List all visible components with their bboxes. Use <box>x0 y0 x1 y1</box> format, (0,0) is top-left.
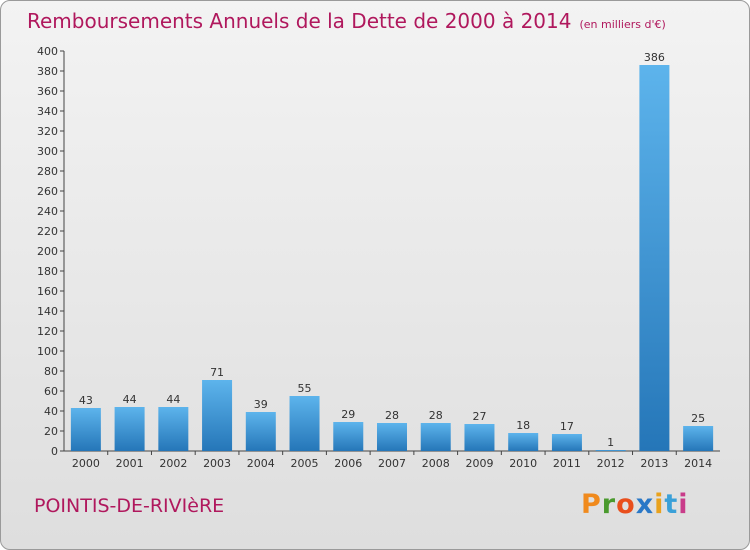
bar-2000 <box>70 408 101 451</box>
proxiti-logo: Proxiti <box>581 489 689 520</box>
chart-title: Remboursements Annuels de la Dette de 20… <box>27 9 666 33</box>
logo-letter: P <box>581 489 602 520</box>
data-label-2007: 28 <box>385 409 399 422</box>
x-tick-label-2000: 2000 <box>72 457 100 470</box>
bar-2007 <box>377 423 407 451</box>
y-tick-label: 280 <box>37 165 58 178</box>
data-label-2002: 44 <box>166 393 180 406</box>
y-tick-label: 260 <box>37 185 58 198</box>
data-label-2011: 17 <box>560 420 574 433</box>
y-tick-label: 140 <box>37 305 58 318</box>
chart-title-text: Remboursements Annuels de la Dette de 20… <box>27 9 572 33</box>
bar-2003 <box>202 380 233 451</box>
x-tick-label-2014: 2014 <box>684 457 712 470</box>
x-tick-label-2002: 2002 <box>159 457 187 470</box>
y-tick-label: 220 <box>37 225 58 238</box>
x-tick-label-2009: 2009 <box>465 457 493 470</box>
bar-2014 <box>683 426 714 451</box>
bar-2006 <box>333 422 364 451</box>
y-tick-label: 360 <box>37 85 58 98</box>
logo-letter: r <box>601 489 617 520</box>
y-tick-label: 340 <box>37 105 58 118</box>
data-label-2004: 39 <box>254 398 268 411</box>
commune-name: POINTIS-DE-RIVIèRE <box>34 495 225 517</box>
x-tick-label-2010: 2010 <box>509 457 537 470</box>
y-tick-label: 320 <box>37 125 58 138</box>
data-label-2010: 18 <box>516 419 530 432</box>
x-tick-label-2007: 2007 <box>378 457 406 470</box>
bar-2011 <box>551 434 582 451</box>
chart-subtitle: (en milliers d'€) <box>579 18 666 31</box>
x-tick-label-2008: 2008 <box>422 457 450 470</box>
bar-2002 <box>158 407 189 451</box>
bar-2005 <box>289 396 320 451</box>
bar-2013 <box>639 65 670 451</box>
y-tick-label: 400 <box>37 45 58 58</box>
y-tick-label: 160 <box>37 285 58 298</box>
data-label-2001: 44 <box>123 393 137 406</box>
bar-2010 <box>508 433 539 451</box>
data-label-2008: 28 <box>429 409 443 422</box>
data-label-2012: 1 <box>607 436 614 449</box>
logo-letter: x <box>635 489 655 520</box>
y-tick-label: 0 <box>51 445 58 458</box>
y-tick-label: 60 <box>44 385 58 398</box>
bar-2001 <box>114 407 145 451</box>
y-tick-label: 100 <box>37 345 58 358</box>
data-label-2009: 27 <box>472 410 486 423</box>
x-tick-label-2004: 2004 <box>247 457 275 470</box>
data-label-2003: 71 <box>210 366 224 379</box>
x-tick-label-2012: 2012 <box>597 457 625 470</box>
data-label-2013: 386 <box>644 51 665 64</box>
y-tick-label: 20 <box>44 425 58 438</box>
data-label-2014: 25 <box>691 412 705 425</box>
logo-letter: i <box>678 489 689 520</box>
logo-letter: t <box>664 489 679 520</box>
logo-letter: i <box>654 489 665 520</box>
y-tick-label: 380 <box>37 65 58 78</box>
y-tick-label: 200 <box>37 245 58 258</box>
y-tick-label: 240 <box>37 205 58 218</box>
x-tick-label-2013: 2013 <box>640 457 668 470</box>
bar-2004 <box>245 412 276 451</box>
y-tick-label: 40 <box>44 405 58 418</box>
x-tick-label-2011: 2011 <box>553 457 581 470</box>
data-label-2005: 55 <box>298 382 312 395</box>
x-tick-label-2006: 2006 <box>334 457 362 470</box>
x-tick-label-2001: 2001 <box>116 457 144 470</box>
y-tick-label: 180 <box>37 265 58 278</box>
logo-letter: o <box>616 489 636 520</box>
bar-2012 <box>595 450 626 451</box>
x-tick-label-2005: 2005 <box>291 457 319 470</box>
x-tick-label-2003: 2003 <box>203 457 231 470</box>
bar-2008 <box>420 423 451 451</box>
data-label-2000: 43 <box>79 394 93 407</box>
bar-2009 <box>464 424 495 451</box>
y-tick-label: 120 <box>37 325 58 338</box>
y-tick-label: 80 <box>44 365 58 378</box>
y-tick-label: 300 <box>37 145 58 158</box>
data-label-2006: 29 <box>341 408 355 421</box>
